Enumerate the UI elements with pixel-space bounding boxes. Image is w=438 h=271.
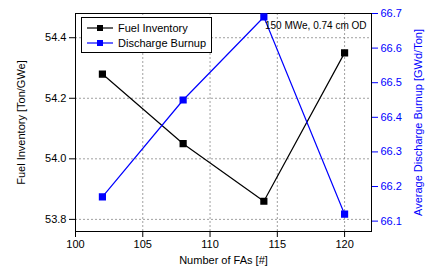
html-text:Fuel Inventory: Fuel Inventory [118, 21, 188, 34]
svg-text:Fuel Inventory [Ton/GWe]: Fuel Inventory [Ton/GWe] [15, 60, 27, 185]
svg-text:53.8: 53.8 [45, 213, 66, 225]
svg-text:120: 120 [335, 238, 353, 250]
svg-text:54.4: 54.4 [45, 31, 66, 43]
svg-text:66.5: 66.5 [381, 76, 402, 88]
svg-text:54.0: 54.0 [45, 152, 66, 164]
svg-text:Average Discharge Burnup [GWd/: Average Discharge Burnup [GWd/Ton] [412, 29, 424, 216]
svg-text:105: 105 [134, 238, 152, 250]
svg-text:66.2: 66.2 [381, 180, 402, 192]
svg-text:66.1: 66.1 [381, 215, 402, 227]
html-text:Discharge Burnup: Discharge Burnup [118, 36, 207, 49]
svg-text:66.7: 66.7 [381, 7, 402, 19]
svg-text:Number of FAs [#]: Number of FAs [#] [179, 254, 268, 266]
svg-text:54.2: 54.2 [45, 92, 66, 104]
svg-text:66.4: 66.4 [381, 111, 402, 123]
svg-text:100: 100 [66, 238, 84, 250]
svg-text:66.3: 66.3 [381, 145, 402, 157]
svg-text:110: 110 [201, 238, 219, 250]
svg-text:66.6: 66.6 [381, 42, 402, 54]
svg-text:115: 115 [269, 238, 287, 250]
svg-text:150 MWe, 0.74 cm OD: 150 MWe, 0.74 cm OD [265, 20, 367, 31]
